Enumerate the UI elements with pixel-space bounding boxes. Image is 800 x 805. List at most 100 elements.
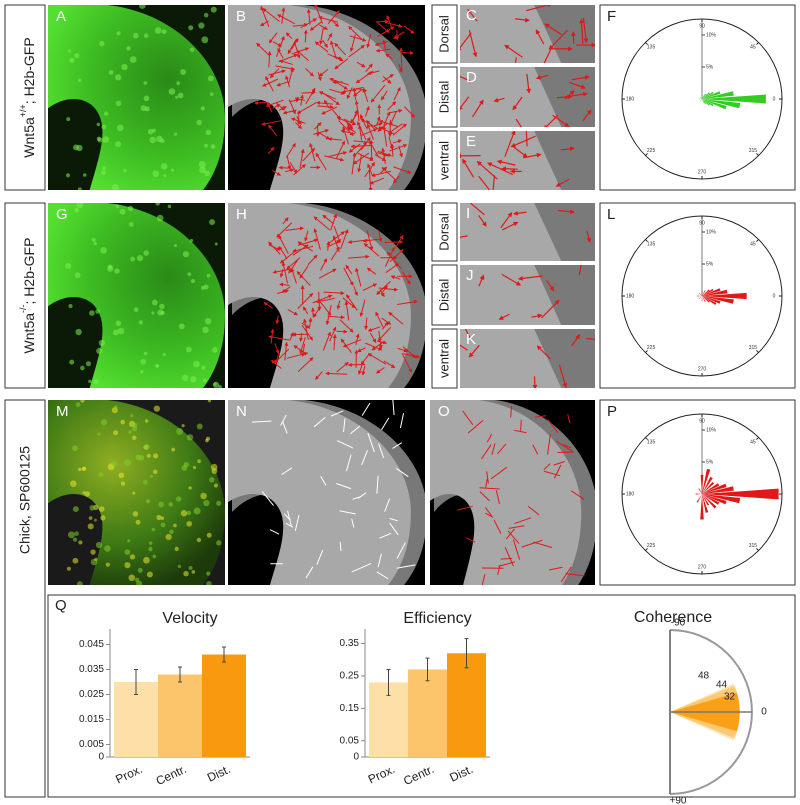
x-tick-label: Centr.	[401, 762, 436, 788]
track	[387, 101, 397, 111]
cell	[155, 364, 160, 368]
track	[281, 7, 286, 24]
chart-title: Coherence	[634, 609, 712, 626]
chick-label: Chick, SP600125	[17, 446, 33, 554]
track	[320, 476, 327, 486]
cell	[193, 360, 200, 368]
track	[371, 170, 392, 178]
panel-label: J	[466, 267, 474, 284]
angle-tick	[756, 350, 759, 353]
track	[376, 571, 389, 580]
cell	[107, 264, 113, 270]
track	[404, 106, 416, 118]
track	[315, 371, 323, 380]
rose-wedge	[702, 94, 766, 104]
cell	[100, 247, 107, 254]
track	[377, 340, 388, 345]
track	[265, 76, 274, 92]
track	[555, 178, 570, 187]
angle-label: 270	[698, 564, 707, 570]
angle-tick	[756, 548, 759, 551]
track	[321, 106, 338, 115]
cell	[209, 92, 214, 97]
track	[560, 146, 575, 152]
track	[267, 50, 272, 68]
track	[265, 99, 284, 108]
radius-label: 5%	[706, 261, 714, 267]
track	[256, 42, 270, 56]
cell	[216, 540, 222, 546]
track	[325, 371, 348, 376]
track	[292, 244, 309, 256]
cell	[87, 523, 94, 530]
cell	[104, 545, 111, 552]
track	[468, 344, 480, 358]
cell	[149, 136, 156, 144]
cell	[133, 307, 139, 312]
track	[402, 271, 411, 285]
track	[378, 443, 385, 459]
track	[277, 48, 284, 59]
cell	[121, 63, 128, 71]
cell	[161, 29, 167, 35]
crop	[460, 203, 595, 261]
y-tick-label: 0.35	[340, 638, 360, 649]
region-label: Dorsal	[436, 213, 451, 251]
bar	[202, 654, 246, 757]
track	[486, 471, 489, 484]
track	[343, 418, 346, 433]
cell	[189, 238, 194, 243]
cell	[65, 263, 72, 270]
cell	[133, 32, 139, 39]
track	[532, 444, 539, 455]
region-label: ventral	[436, 141, 451, 180]
rose-wedge	[702, 494, 727, 505]
track	[510, 406, 513, 418]
angle-label: 0	[773, 96, 776, 102]
track-map	[228, 400, 425, 585]
angle-label: 135	[647, 242, 656, 248]
cell	[72, 537, 78, 542]
track	[268, 32, 278, 44]
track	[279, 269, 284, 278]
track	[336, 361, 349, 373]
cell	[152, 469, 158, 475]
cell	[98, 339, 106, 347]
track	[526, 73, 532, 94]
cell	[148, 541, 153, 545]
track	[388, 136, 394, 150]
cell	[77, 187, 82, 190]
angle-label: 315	[749, 148, 758, 154]
cell	[89, 310, 95, 316]
track	[357, 347, 366, 353]
track	[318, 68, 329, 77]
cell	[203, 12, 209, 18]
cell	[207, 75, 214, 82]
track	[361, 449, 368, 466]
cell	[121, 481, 126, 486]
track	[343, 267, 354, 286]
cell	[198, 160, 206, 168]
panel-label: H	[236, 206, 247, 223]
track	[582, 109, 592, 122]
track	[361, 365, 366, 376]
track	[571, 75, 590, 81]
cell	[78, 467, 82, 472]
panel-label: Q	[55, 597, 67, 614]
track	[357, 154, 362, 173]
track	[270, 359, 282, 369]
row-label-part: -/-	[18, 304, 28, 313]
track	[397, 299, 419, 306]
crop-rim	[534, 329, 595, 388]
track	[484, 507, 492, 517]
track	[553, 461, 565, 466]
cell	[74, 52, 80, 59]
cell	[201, 36, 209, 44]
cell	[186, 520, 193, 527]
rose-wedge	[696, 494, 702, 503]
rose-wedge	[701, 296, 703, 302]
track	[323, 291, 345, 296]
track	[278, 165, 289, 170]
track	[345, 264, 353, 275]
